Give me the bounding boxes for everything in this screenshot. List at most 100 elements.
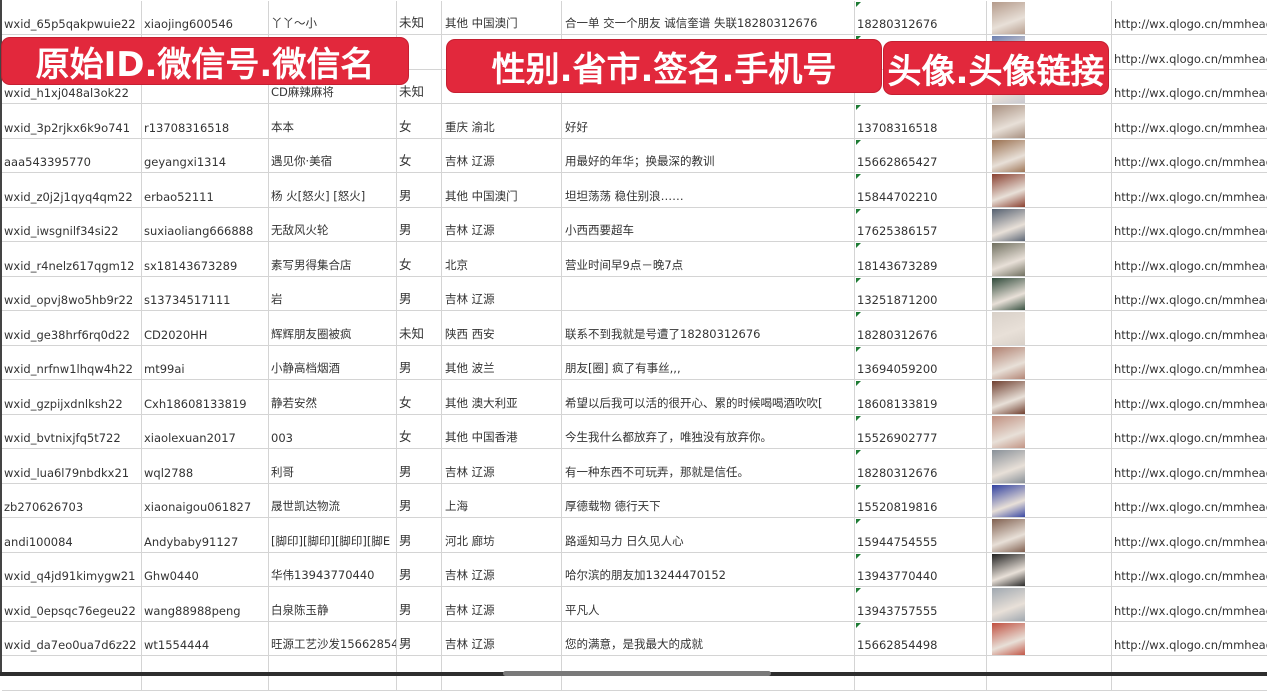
avatar-url-cell[interactable]: http://wx.qlogo.cn/mmhead [1112, 518, 1267, 552]
phone-cell[interactable]: 15526902777 [855, 414, 987, 448]
gender-cell[interactable]: 未知 [397, 311, 442, 345]
signature-cell[interactable]: 联系不到我就是号遭了18280312676 [562, 311, 855, 345]
signature-cell[interactable]: 厚德载物 德行天下 [562, 483, 855, 517]
wechat-name-cell[interactable]: 遇见你·美宿 [269, 138, 397, 172]
region-cell[interactable]: 其他 澳大利亚 [442, 380, 562, 414]
region-cell[interactable]: 上海 [442, 483, 562, 517]
signature-cell[interactable]: 好好 [562, 104, 855, 138]
original-id-cell[interactable]: wxid_z0j2j1qyq4qm22 [2, 173, 142, 207]
gender-cell[interactable]: 男 [397, 552, 442, 586]
avatar-url-cell[interactable]: http://wx.qlogo.cn/mmhead [1112, 173, 1267, 207]
avatar-cell[interactable] [987, 345, 1112, 379]
phone-cell[interactable]: 15844702210 [855, 173, 987, 207]
avatar-url-cell[interactable]: http://wx.qlogo.cn/mmhead [1112, 208, 1267, 242]
wechat-id-cell[interactable]: Andybaby91127 [142, 518, 269, 552]
avatar-cell[interactable] [987, 242, 1112, 276]
original-id-cell[interactable]: aaa543395770 [2, 138, 142, 172]
signature-cell[interactable]: 坦坦荡荡 稳住别浪…… [562, 173, 855, 207]
avatar-url-cell[interactable]: http://wx.qlogo.cn/mmhead [1112, 139, 1267, 173]
avatar-cell[interactable] [987, 207, 1112, 241]
gender-cell[interactable]: 男 [397, 345, 442, 379]
avatar-url-cell[interactable]: http://wx.qlogo.cn/mmhead [1112, 277, 1267, 311]
wechat-id-cell[interactable]: s13734517111 [142, 276, 269, 310]
signature-cell[interactable]: 营业时间早9点－晚7点 [562, 242, 855, 276]
avatar-cell[interactable] [987, 621, 1112, 655]
signature-cell[interactable]: 用最好的年华；换最深的教训 [562, 138, 855, 172]
avatar-url-cell[interactable]: http://wx.qlogo.cn/mmhead [1112, 380, 1267, 414]
avatar-url-cell[interactable]: http://wx.qlogo.cn/mmhead [1112, 346, 1267, 380]
original-id-cell[interactable]: wxid_65p5qakpwuie22 [2, 0, 142, 34]
region-cell[interactable]: 其他 中国香港 [442, 414, 562, 448]
region-cell[interactable]: 陕西 西安 [442, 311, 562, 345]
region-cell[interactable]: 吉林 辽源 [442, 449, 562, 483]
signature-cell[interactable]: 小西西要超车 [562, 207, 855, 241]
signature-cell[interactable]: 今生我什么都放弃了，唯独没有放弃你。 [562, 414, 855, 448]
wechat-name-cell[interactable]: 素写男得集合店 [269, 242, 397, 276]
gender-cell[interactable]: 女 [397, 414, 442, 448]
gender-cell[interactable]: 女 [397, 138, 442, 172]
signature-cell[interactable]: 路遥知马力 日久见人心 [562, 518, 855, 552]
gender-cell[interactable]: 女 [397, 380, 442, 414]
signature-cell[interactable]: 哈尔滨的朋友加13244470152 [562, 552, 855, 586]
original-id-cell[interactable]: wxid_0epsqc76egeu22 [2, 587, 142, 621]
phone-cell[interactable]: 18280312676 [855, 449, 987, 483]
signature-cell[interactable]: 平凡人 [562, 587, 855, 621]
region-cell[interactable]: 吉林 辽源 [442, 207, 562, 241]
signature-cell[interactable]: 朋友[圈] 疯了有事丝,,, [562, 345, 855, 379]
gender-cell[interactable]: 男 [397, 276, 442, 310]
avatar-cell[interactable] [987, 276, 1112, 310]
avatar-cell[interactable] [987, 380, 1112, 414]
wechat-id-cell[interactable]: wang88988peng [142, 587, 269, 621]
phone-cell[interactable]: 15944754555 [855, 518, 987, 552]
wechat-id-cell[interactable]: erbao52111 [142, 173, 269, 207]
gender-cell[interactable]: 男 [397, 449, 442, 483]
avatar-cell[interactable] [987, 483, 1112, 517]
original-id-cell[interactable]: wxid_bvtnixjfq5t722 [2, 414, 142, 448]
wechat-name-cell[interactable]: 晟世凯达物流 [269, 483, 397, 517]
wechat-id-cell[interactable]: CD2020HH [142, 311, 269, 345]
wechat-id-cell[interactable]: wt1554444 [142, 621, 269, 655]
original-id-cell[interactable]: wxid_ge38hrf6rq0d22 [2, 311, 142, 345]
original-id-cell[interactable]: wxid_q4jd91kimygw21 [2, 552, 142, 586]
region-cell[interactable]: 北京 [442, 242, 562, 276]
wechat-name-cell[interactable]: 华伟13943770440 [269, 552, 397, 586]
wechat-name-cell[interactable]: [脚印][脚印][脚印][脚E [269, 518, 397, 552]
phone-cell[interactable]: 15662865427 [855, 138, 987, 172]
wechat-id-cell[interactable]: geyangxi1314 [142, 138, 269, 172]
original-id-cell[interactable]: andi100084 [2, 518, 142, 552]
gender-cell[interactable]: 男 [397, 587, 442, 621]
wechat-name-cell[interactable]: 无敌风火轮 [269, 207, 397, 241]
wechat-id-cell[interactable]: wql2788 [142, 449, 269, 483]
original-id-cell[interactable]: wxid_opvj8wo5hb9r22 [2, 276, 142, 310]
region-cell[interactable]: 吉林 辽源 [442, 552, 562, 586]
phone-cell[interactable]: 15662854498 [855, 621, 987, 655]
avatar-url-cell[interactable]: http://wx.qlogo.cn/mmhead [1112, 415, 1267, 449]
avatar-url-cell[interactable]: http://wx.qlogo.cn/mmhead [1112, 449, 1267, 483]
avatar-url-cell[interactable]: http://wx.qlogo.cn/mmhead [1112, 553, 1267, 587]
avatar-url-cell[interactable]: http://wx.qlogo.cn/mmhead [1112, 70, 1267, 104]
avatar-url-cell[interactable]: http://wx.qlogo.cn/mmhead [1112, 622, 1267, 656]
wechat-id-cell[interactable]: r13708316518 [142, 104, 269, 138]
wechat-id-cell[interactable]: sx18143673289 [142, 242, 269, 276]
phone-cell[interactable]: 18280312676 [855, 0, 987, 34]
gender-cell[interactable] [397, 35, 442, 69]
phone-cell[interactable]: 18280312676 [855, 311, 987, 345]
original-id-cell[interactable]: wxid_iwsgnilf34si22 [2, 207, 142, 241]
avatar-cell[interactable] [987, 104, 1112, 138]
original-id-cell[interactable]: wxid_3p2rjkx6k9o741 [2, 104, 142, 138]
region-cell[interactable]: 河北 廊坊 [442, 518, 562, 552]
signature-cell[interactable]: 希望以后我可以活的很开心、累的时候喝喝酒吹吹[ [562, 380, 855, 414]
gender-cell[interactable]: 男 [397, 518, 442, 552]
original-id-cell[interactable]: zb270626703 [2, 483, 142, 517]
gender-cell[interactable]: 未知 [397, 0, 442, 34]
signature-cell[interactable]: 合一单 交一个朋友 诚信奎谱 失联18280312676 [562, 0, 855, 34]
phone-cell[interactable]: 17625386157 [855, 207, 987, 241]
wechat-id-cell[interactable]: mt99ai [142, 345, 269, 379]
phone-cell[interactable]: 13251871200 [855, 276, 987, 310]
original-id-cell[interactable]: wxid_lua6l79nbdkx21 [2, 449, 142, 483]
avatar-url-cell[interactable]: http://wx.qlogo.cn/mmhead [1112, 242, 1267, 276]
avatar-url-cell[interactable]: http://wx.qlogo.cn/mmhead [1112, 484, 1267, 518]
wechat-name-cell[interactable]: 小静高档烟酒 [269, 345, 397, 379]
wechat-id-cell[interactable]: xiaojing600546 [142, 0, 269, 34]
avatar-cell[interactable] [987, 587, 1112, 621]
